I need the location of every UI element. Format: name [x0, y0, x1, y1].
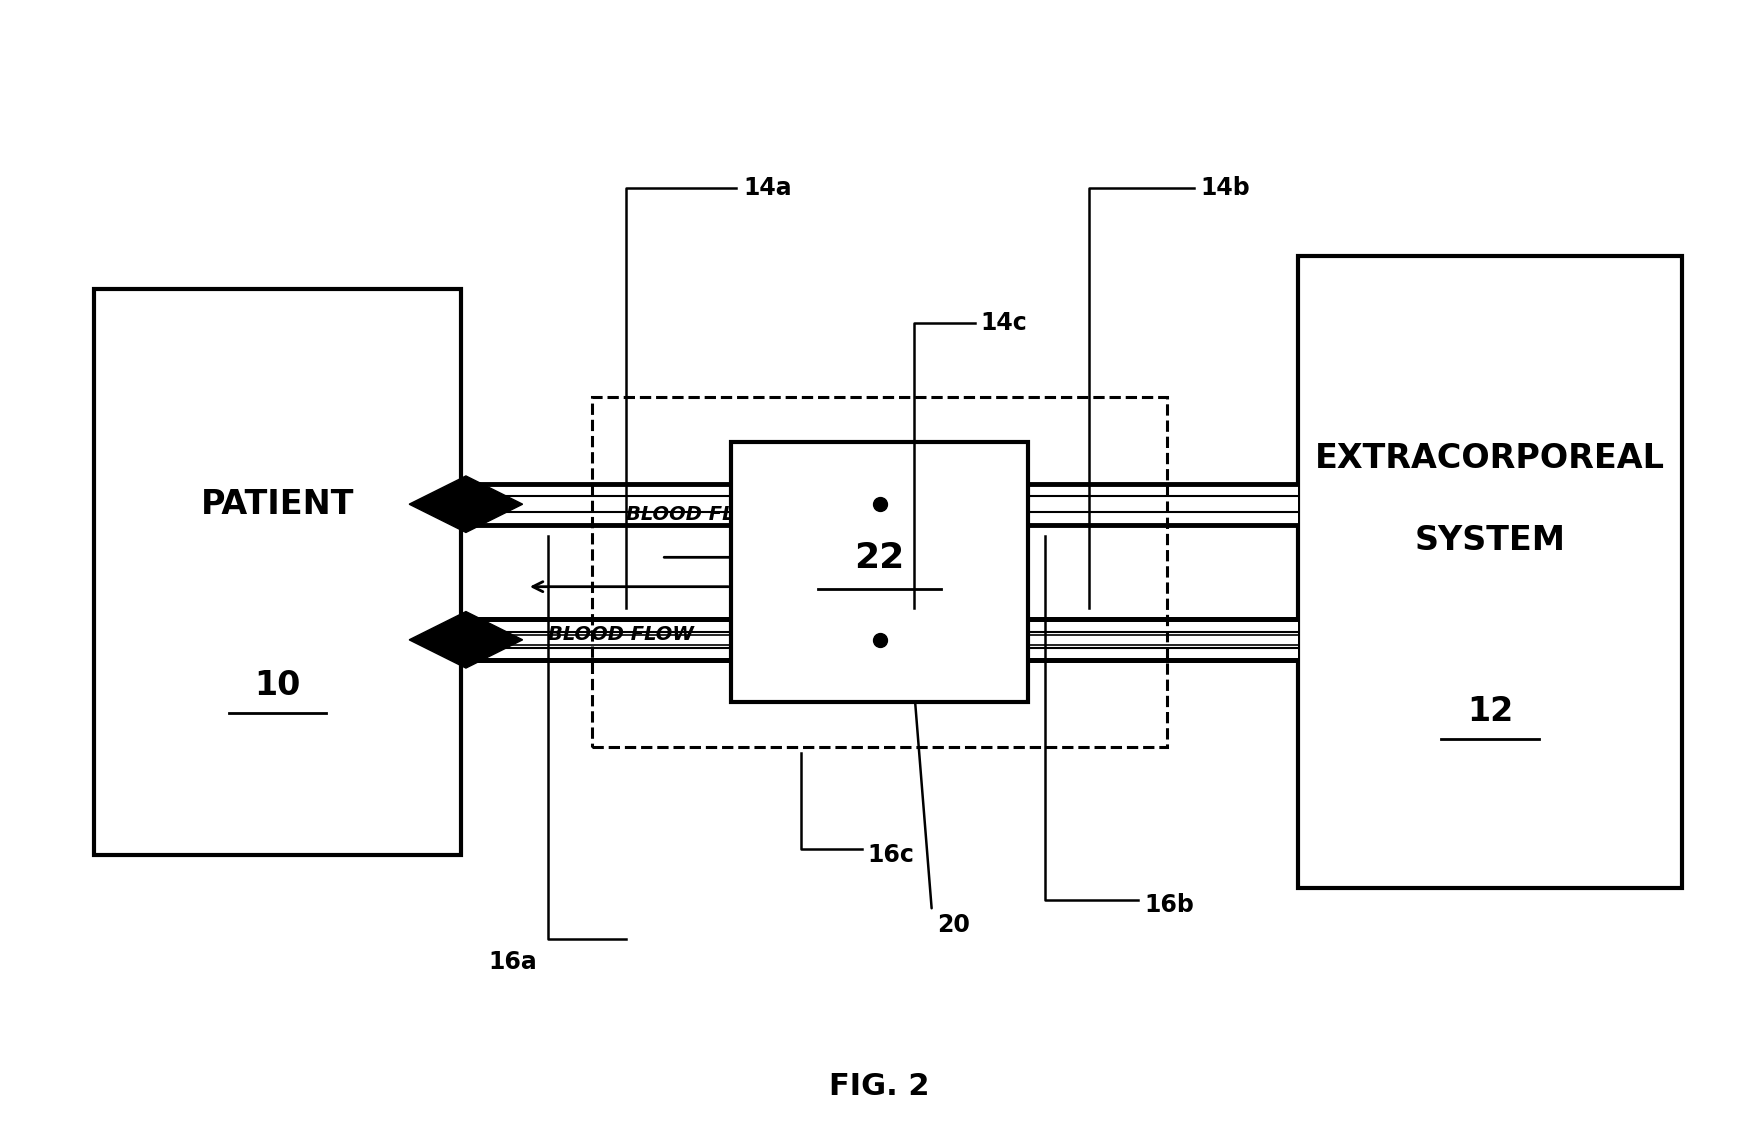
Text: 16b: 16b: [1145, 893, 1194, 917]
Text: SYSTEM: SYSTEM: [1414, 524, 1566, 557]
Bar: [1298, 255, 1682, 889]
Text: 10: 10: [255, 668, 301, 701]
Text: 20: 20: [938, 913, 969, 937]
Text: EXTRACORPOREAL: EXTRACORPOREAL: [1316, 442, 1666, 475]
Text: 12: 12: [1467, 694, 1513, 728]
Text: 14a: 14a: [744, 176, 792, 200]
Text: 14c: 14c: [982, 311, 1027, 335]
Polygon shape: [410, 476, 522, 532]
Polygon shape: [410, 612, 522, 668]
Text: 16a: 16a: [489, 950, 538, 974]
Bar: [95, 289, 461, 855]
Text: FIG. 2: FIG. 2: [828, 1072, 931, 1101]
Text: 14b: 14b: [1201, 176, 1251, 200]
Bar: [591, 397, 1168, 747]
Bar: [461, 619, 1298, 660]
Bar: [732, 442, 1027, 702]
Text: 16c: 16c: [867, 842, 915, 866]
Text: 22: 22: [855, 541, 904, 575]
Text: BLOOD FLOW: BLOOD FLOW: [549, 625, 693, 644]
Text: BLOOD FLOW: BLOOD FLOW: [626, 505, 772, 524]
Text: PATIENT: PATIENT: [201, 487, 354, 521]
Bar: [461, 484, 1298, 525]
